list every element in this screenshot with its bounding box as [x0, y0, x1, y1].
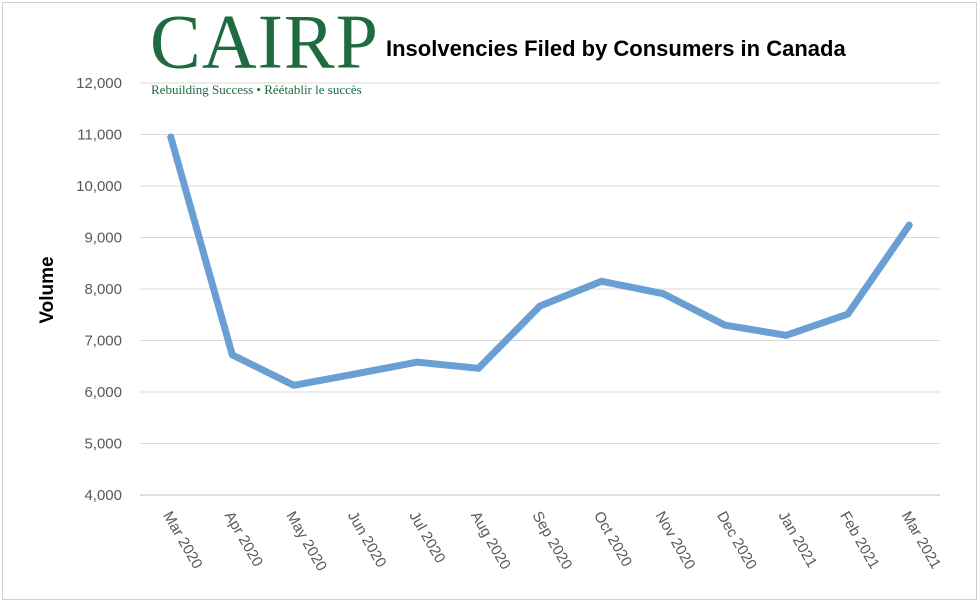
x-tick-label: Oct 2020 [590, 509, 635, 570]
data-point [536, 302, 544, 310]
y-tick-label: 11,000 [77, 127, 122, 144]
x-tick-label: Aug 2020 [467, 509, 514, 573]
x-tick-label: Jun 2020 [344, 509, 390, 571]
data-point [844, 310, 852, 318]
data-point [659, 290, 667, 298]
y-tick-label: 12,000 [76, 75, 122, 92]
y-tick-label: 6,000 [84, 384, 122, 401]
y-tick-label: 9,000 [84, 230, 122, 247]
cairp-logo: CAIRP [150, 0, 379, 85]
gridlines [140, 82, 940, 496]
x-tick-label: Nov 2020 [652, 509, 699, 573]
x-tick-label: Feb 2021 [836, 509, 882, 572]
cairp-logo-tagline: Rebuilding Success • Réétablir le succès [151, 82, 362, 97]
data-point [413, 358, 421, 366]
data-point [290, 381, 298, 389]
y-tick-label: 8,000 [84, 281, 122, 298]
x-tick-label: Dec 2020 [713, 509, 760, 573]
data-point [721, 321, 729, 329]
y-tick-label: 10,000 [76, 178, 122, 195]
series-layer [167, 133, 913, 389]
y-tick-label: 4,000 [84, 487, 122, 504]
data-point [598, 277, 605, 285]
x-tick-label: Sep 2020 [529, 509, 576, 573]
y-axis-ticks: 4,000 5,000 6,000 7,000 8,000 9,000 10,000 11,0… [76, 75, 122, 504]
y-axis-label: Volume [37, 256, 58, 323]
data-point [351, 370, 359, 378]
y-tick-label: 7,000 [84, 333, 122, 350]
data-point [228, 351, 236, 359]
data-point [167, 133, 175, 141]
data-point [905, 221, 913, 229]
data-point [475, 364, 482, 372]
x-tick-label: Apr 2020 [221, 509, 266, 570]
x-tick-label: May 2020 [282, 509, 330, 575]
x-tick-label: Jan 2021 [775, 509, 821, 571]
chart-title: Insolvencies Filed by Consumers in Canad… [386, 36, 846, 61]
x-tick-label: Mar 2021 [898, 509, 944, 572]
series-line [167, 133, 913, 389]
data-point [782, 331, 790, 339]
x-tick-label: Jul 2020 [405, 509, 448, 567]
x-tick-label: Mar 2020 [159, 509, 205, 572]
y-tick-label: 5,000 [84, 436, 122, 453]
x-axis-ticks: Mar 2020 Apr 2020 May 2020 Jun 2020 Jul 2020… [159, 509, 944, 575]
